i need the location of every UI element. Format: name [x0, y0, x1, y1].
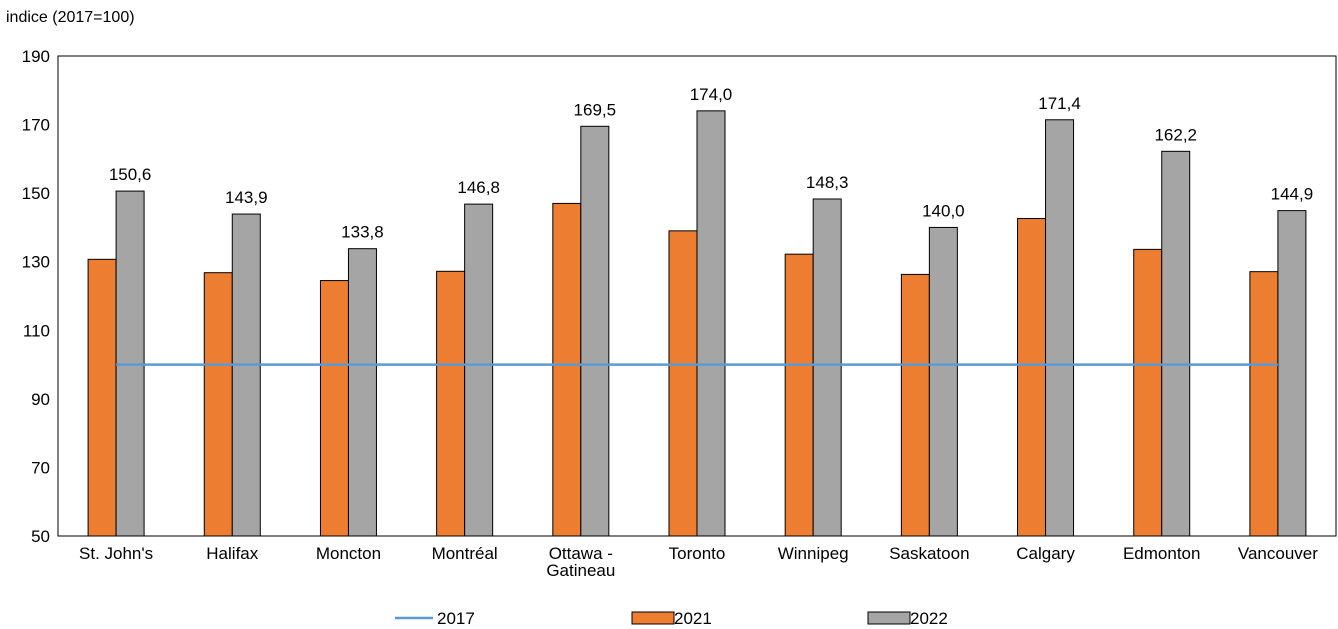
bar-2021	[668, 230, 698, 537]
bar-2022	[1161, 150, 1191, 537]
category-label: Vancouver	[1238, 544, 1318, 563]
data-label: 171,4	[1038, 94, 1081, 113]
bar-2022	[580, 125, 610, 537]
bar-2021	[552, 202, 582, 537]
data-label: 146,8	[457, 178, 500, 197]
category-label: Moncton	[316, 544, 381, 563]
bar-2022	[1277, 210, 1307, 537]
y-tick-labels: 50 70 90 110 130 150 170 190	[22, 47, 50, 546]
data-label: 133,8	[341, 223, 384, 242]
bar-2021	[1017, 218, 1047, 537]
category-label: St. John's	[79, 544, 153, 563]
legend-swatch-2022	[867, 611, 911, 625]
bar-2021	[436, 270, 466, 537]
bars	[87, 110, 1307, 537]
category-label: Ottawa -Gatineau	[546, 544, 615, 580]
bar-2022	[1045, 119, 1075, 537]
bar-2021	[784, 253, 814, 537]
data-labels: 150,6 143,9 133,8 146,8 169,5 174,0 148,3 140,0…	[109, 85, 1313, 242]
data-label: 143,9	[225, 188, 268, 207]
legend-swatch-2021	[631, 611, 675, 625]
legend: 2017 2021 2022	[395, 609, 948, 628]
bar-2021	[1133, 248, 1163, 537]
data-label: 174,0	[690, 85, 733, 104]
data-label: 148,3	[806, 173, 849, 192]
category-label: Halifax	[206, 544, 258, 563]
bar-2021	[900, 273, 930, 537]
data-label: 150,6	[109, 165, 152, 184]
category-label: Edmonton	[1123, 544, 1201, 563]
y-tick-label: 110	[23, 321, 50, 340]
category-label: Winnipeg	[778, 544, 849, 563]
bar-2022	[928, 226, 958, 537]
category-labels: St. John's Halifax Moncton Montréal Ottawa -…	[79, 544, 1318, 580]
bar-2022	[231, 213, 261, 537]
data-label: 144,9	[1271, 185, 1314, 204]
y-tick-label: 70	[31, 458, 50, 477]
bar-2022	[347, 248, 377, 537]
data-label: 169,5	[574, 100, 617, 119]
legend-label-2017: 2017	[437, 609, 475, 628]
data-label: 162,2	[1154, 125, 1197, 144]
category-label: Calgary	[1016, 544, 1075, 563]
y-axis-title: indice (2017=100)	[6, 9, 135, 26]
y-tick-label: 190	[22, 47, 50, 66]
data-label: 140,0	[922, 201, 965, 220]
y-tick-label: 150	[22, 184, 50, 203]
category-label: Toronto	[669, 544, 726, 563]
bar-2022	[464, 203, 494, 537]
y-tick-label: 50	[31, 527, 50, 546]
category-label: Saskatoon	[889, 544, 969, 563]
legend-label-2022: 2022	[910, 609, 948, 628]
bar-2022	[696, 110, 726, 537]
legend-label-2021: 2021	[674, 609, 712, 628]
bar-2021	[203, 272, 233, 537]
y-tick-label: 170	[22, 116, 50, 135]
bar-2021	[319, 280, 349, 537]
category-label: Montréal	[432, 544, 498, 563]
bar-2021	[1249, 271, 1279, 537]
bar-2021	[87, 258, 117, 537]
bar-2022	[812, 198, 842, 537]
y-tick-label: 130	[22, 253, 50, 272]
y-tick-label: 90	[31, 390, 50, 409]
